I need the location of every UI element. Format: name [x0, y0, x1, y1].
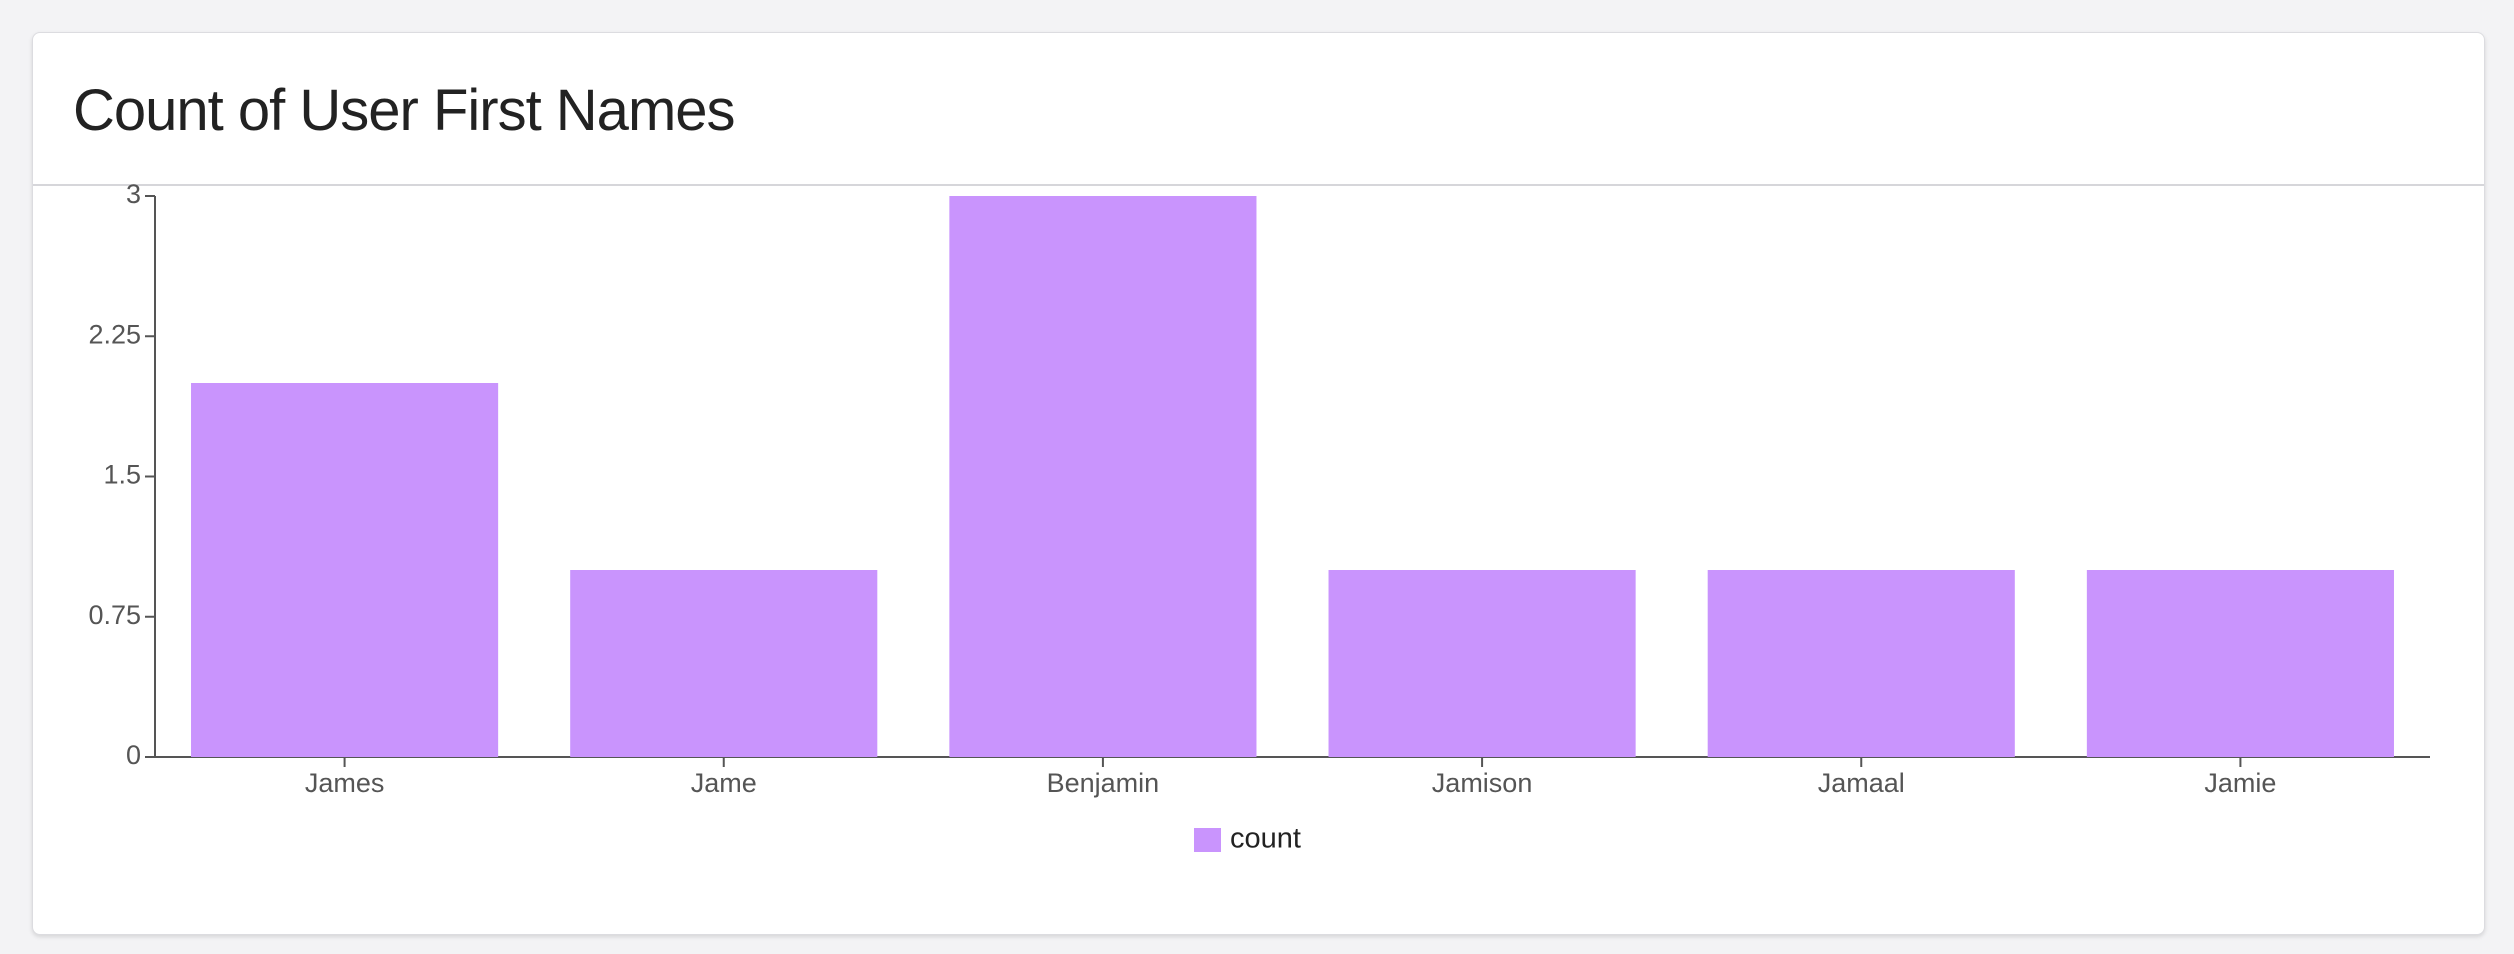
- x-tick-label: James: [305, 768, 385, 798]
- bar: [949, 196, 1257, 757]
- x-tick-label: Jamie: [2204, 768, 2276, 798]
- x-tick-label: Jame: [691, 768, 757, 798]
- y-tick-label: 1.5: [103, 460, 141, 490]
- legend-swatch: [1194, 828, 1221, 852]
- bar: [2086, 570, 2394, 757]
- chart-title: Count of User First Names: [73, 78, 736, 143]
- x-tick-label: Benjamin: [1047, 768, 1160, 798]
- x-tick-label: Jamaal: [1818, 768, 1905, 798]
- bar: [1707, 570, 2015, 757]
- y-tick-label: 3: [126, 179, 141, 209]
- legend-label: count: [1230, 823, 1301, 855]
- x-tick-label: Jamison: [1432, 768, 1533, 798]
- y-tick-label: 0.75: [88, 600, 141, 630]
- bar: [1328, 570, 1636, 757]
- divider: [33, 184, 2484, 186]
- bar: [570, 570, 878, 757]
- y-tick-label: 0: [126, 740, 141, 770]
- bar: [191, 383, 499, 757]
- y-tick-label: 2.25: [88, 319, 141, 349]
